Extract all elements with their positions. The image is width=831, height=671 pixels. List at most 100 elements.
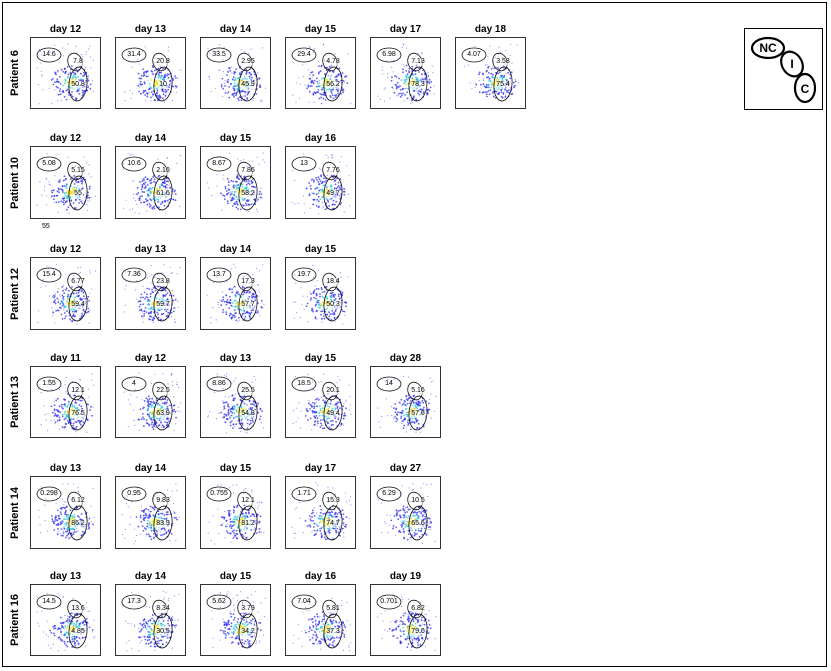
gate-ellipse	[153, 395, 173, 431]
gate-percent-label: 17.3	[240, 278, 256, 286]
gate-ellipse	[206, 156, 232, 172]
gate-ellipse	[291, 156, 317, 172]
scatter-density	[376, 43, 435, 105]
panel-day-title: day 12	[49, 244, 82, 255]
row-label-patient: Patient 6	[9, 50, 21, 96]
gate-ellipse	[376, 47, 402, 63]
gate-ellipse	[291, 47, 317, 63]
flow-panel: day 13 0.298 6.12 86.2	[30, 463, 101, 549]
gate-ellipse	[36, 486, 62, 502]
legend-i-label: I	[790, 57, 794, 71]
scatter-density	[291, 373, 352, 431]
gate-percent-label: 7.04	[296, 598, 312, 606]
scatter-plot: 4.07 3.58 75.4	[455, 37, 526, 109]
gate-ellipse	[238, 395, 258, 431]
gate-percent-label: 5.08	[41, 160, 57, 168]
gate-percent-label: 3.58	[495, 58, 511, 66]
scatter-plot: 18.5 20.1 49.4	[285, 366, 356, 438]
outside-value-label: 55	[42, 223, 50, 230]
gate-ellipse	[68, 286, 88, 322]
scatter-density	[291, 43, 352, 105]
gate-ellipse	[376, 486, 402, 502]
scatter-density	[36, 373, 95, 434]
gate-ellipse	[121, 594, 147, 610]
flow-panel: day 14 13.7 17.3 57.7	[200, 244, 271, 330]
scatter-plot: 6.29 10.5 65.6	[370, 476, 441, 549]
panel-day-title: day 13	[49, 463, 82, 474]
panel-day-title: day 15	[219, 571, 252, 582]
gate-ellipse	[323, 505, 343, 541]
row-label-patient: Patient 10	[9, 156, 21, 209]
scatter-plot: 0.95 9.83 83.9	[115, 476, 186, 549]
gate-percent-label: 5.62	[211, 598, 227, 606]
gate-ellipse	[291, 267, 317, 283]
gate-percent-label: 83.9	[155, 520, 171, 528]
gate-ellipse	[36, 156, 62, 172]
gate-ellipse	[323, 175, 343, 211]
gate-percent-label: 6.77	[70, 278, 86, 286]
flow-panel: day 15 5.62 3.79 34.2	[200, 571, 271, 656]
gate-percent-label: 33.5	[211, 51, 227, 59]
gate-percent-label: 7.13	[410, 58, 426, 66]
gate-ellipse	[153, 613, 173, 649]
scatter-plot: 5.08 5.15 55	[30, 146, 101, 219]
scatter-density	[291, 264, 349, 325]
scatter-density	[206, 152, 266, 213]
gate-percent-label: 12.1	[240, 497, 256, 505]
gate-ellipse	[36, 594, 62, 610]
gate-ellipse	[238, 66, 258, 102]
gate-ellipse	[291, 376, 317, 392]
gate-percent-label: 4.85	[70, 628, 86, 636]
scatter-density	[36, 43, 94, 105]
gate-percent-label: 8.67	[211, 160, 227, 168]
gate-ellipse	[238, 613, 258, 649]
flow-panel: day 19 0.701 6.82 79.6	[370, 571, 441, 656]
gate-percent-label: 3.79	[240, 605, 256, 613]
gate-percent-label: 86.2	[70, 520, 86, 528]
panel-day-title: day 14	[219, 24, 252, 35]
gate-percent-label: 15.4	[41, 271, 57, 279]
gate-percent-label: 45.9	[240, 81, 256, 89]
gate-percent-label: 5.16	[410, 387, 426, 395]
gate-percent-label: 25.5	[240, 387, 256, 395]
panel-day-title: day 13	[134, 244, 167, 255]
scatter-density	[206, 43, 267, 102]
flow-panel: day 14 17.3 8.34 30.5	[115, 571, 186, 656]
gate-percent-label: 17.3	[126, 598, 142, 606]
gate-percent-label: 63.9	[155, 410, 171, 418]
panel-day-title: day 15	[219, 463, 252, 474]
gate-legend: NC I C	[744, 28, 823, 110]
gate-percent-label: 0.298	[39, 490, 59, 498]
gate-percent-label: 49.7	[325, 190, 341, 198]
scatter-plot: 14 5.16 57.6	[370, 366, 441, 438]
scatter-density	[206, 263, 265, 324]
gate-percent-label: 57.6	[410, 410, 426, 418]
gate-percent-label: 34.2	[240, 628, 256, 636]
scatter-density	[121, 483, 180, 545]
gate-percent-label: 55	[73, 190, 83, 198]
gate-percent-label: 81.2	[240, 520, 256, 528]
gate-percent-label: 50.8	[70, 81, 86, 89]
gate-percent-label: 7.8	[72, 58, 84, 66]
scatter-plot: 0.755 12.1 81.2	[200, 476, 271, 549]
scatter-plot: 14.6 7.8 50.8	[30, 37, 101, 109]
flow-panel: day 17 1.71 15.3 74.7	[285, 463, 356, 549]
gate-percent-label: 74.7	[325, 520, 341, 528]
panel-day-title: day 13	[134, 24, 167, 35]
gate-percent-label: 13.6	[70, 605, 86, 613]
gate-ellipse	[408, 505, 428, 541]
gate-ellipse	[68, 66, 88, 102]
gate-ellipse	[206, 594, 232, 610]
legend-gates-shape	[750, 36, 817, 104]
gate-ellipse	[493, 66, 513, 102]
scatter-plot: 15.4 6.77 59.4	[30, 257, 101, 330]
gate-ellipse	[121, 156, 147, 172]
gate-percent-label: 78.3	[410, 81, 426, 89]
panel-day-title: day 15	[304, 353, 337, 364]
gate-percent-label: 13	[299, 160, 309, 168]
gate-percent-label: 58.2	[240, 190, 256, 198]
row-label-patient: Patient 13	[9, 376, 21, 428]
flow-panel: day 15 8.67 7.86 58.2	[200, 133, 271, 219]
flow-panel: day 13 14.5 13.6 4.85	[30, 571, 101, 656]
gate-percent-label: 8.34	[155, 605, 171, 613]
